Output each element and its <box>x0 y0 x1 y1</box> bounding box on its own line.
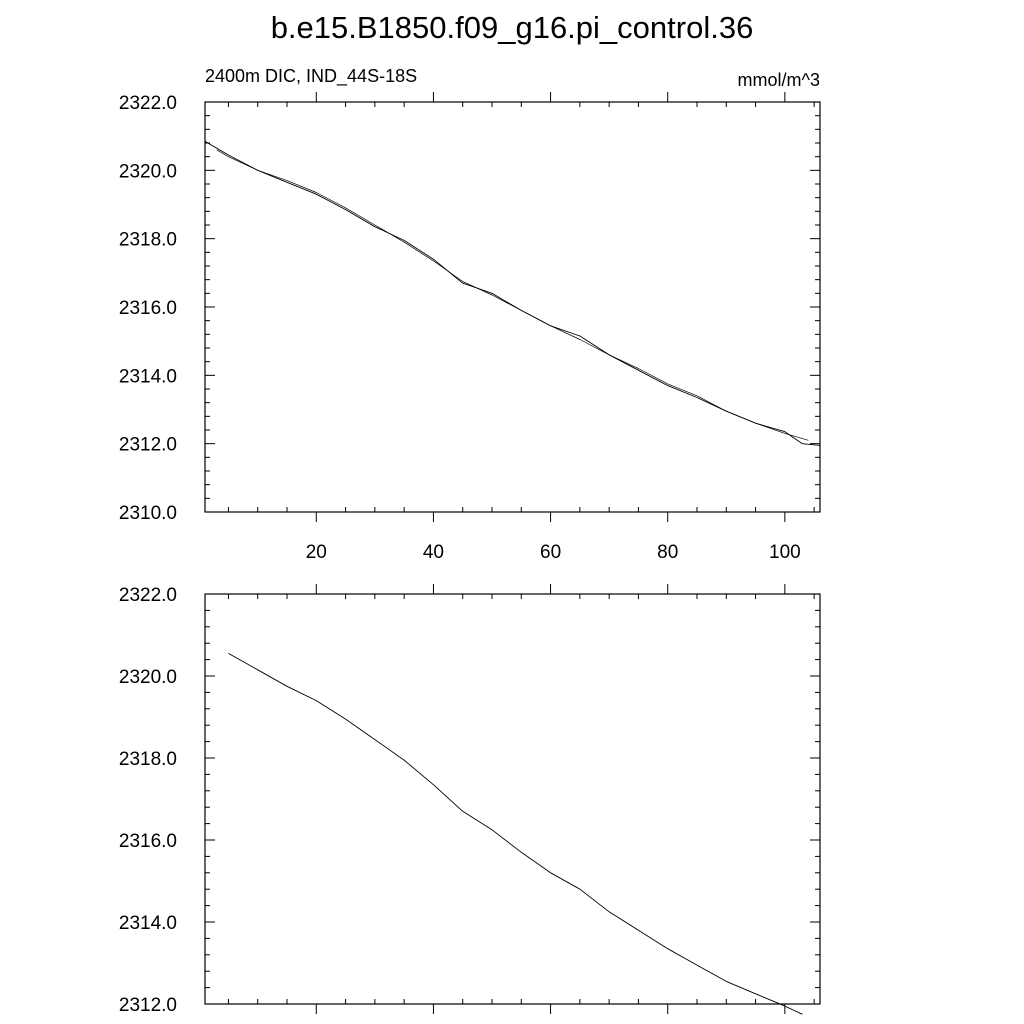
y-tick-label: 2322.0 <box>119 93 177 114</box>
y-tick-label: 2320.0 <box>119 161 177 182</box>
series-line-1 <box>204 140 821 446</box>
panel-units-label: mmol/m^3 <box>738 70 820 90</box>
panels: 2310.0 2312.0 2314.0 2316.0 2318.0 2320.0 2322… <box>119 66 821 1016</box>
series-line-1 <box>228 653 803 1015</box>
plot-frame <box>204 101 821 513</box>
y-tick-label: 2320.0 <box>119 667 177 688</box>
y-tick-label: 2318.0 <box>119 230 177 251</box>
x-tick-label: 40 <box>423 542 444 563</box>
y-tick-label: 2316.0 <box>119 831 177 852</box>
panel-left-label: 2400m DIC, IND_44S-18S <box>205 66 417 87</box>
x-tick-label: 80 <box>657 542 678 563</box>
y-tick-label: 2316.0 <box>119 298 177 319</box>
y-tick-label: 2318.0 <box>119 749 177 770</box>
y-tick-label: 2322.0 <box>119 585 177 606</box>
y-tick-label: 2314.0 <box>119 366 177 387</box>
y-tick-label: 2310.0 <box>119 503 177 524</box>
series-line-2 <box>216 149 809 441</box>
x-tick-label: 60 <box>540 542 561 563</box>
panel-2: 2312.0 2314.0 2316.0 2318.0 2320.0 2322.0 <box>119 584 821 1016</box>
plot-frame <box>204 593 821 1005</box>
chart-title: b.e15.B1850.f09_g16.pi_control.36 <box>271 10 754 45</box>
y-tick-label: 2312.0 <box>119 435 177 456</box>
y-tick-label: 2312.0 <box>119 995 177 1016</box>
x-tick-label: 100 <box>769 542 801 563</box>
panel-1: 2310.0 2312.0 2314.0 2316.0 2318.0 2320.0 2322… <box>119 66 821 563</box>
y-tick-label: 2314.0 <box>119 913 177 934</box>
x-tick-label: 20 <box>306 542 327 563</box>
